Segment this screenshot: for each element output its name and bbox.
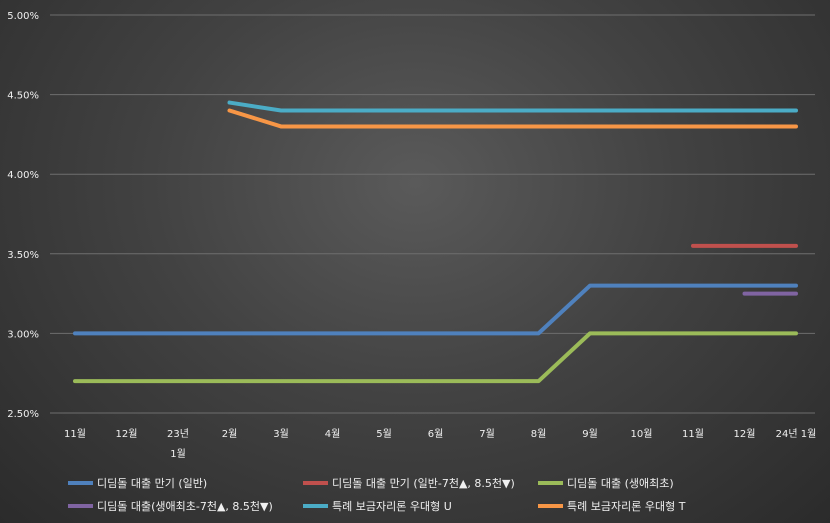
legend-label: 디딤돌 대출(생애최초-7천▲, 8.5천▼)	[97, 499, 273, 513]
x-tick-label: 11월	[682, 428, 704, 440]
x-tick-label: 6월	[428, 428, 444, 440]
series-line	[227, 100, 798, 113]
x-tick-label: 12월	[734, 428, 756, 440]
x-tick-label: 24년 1월	[776, 428, 817, 440]
y-tick-label: 2.50%	[7, 409, 39, 420]
y-axis-ticks: 2.50% 3.00% 3.50% 4.00% 4.50% 5.00%	[7, 11, 39, 420]
x-tick-label: 5월	[376, 428, 392, 440]
x-tick-label: 3월	[273, 428, 289, 440]
x-tick-label: 1월	[170, 448, 186, 460]
x-tick-label: 8월	[531, 428, 547, 440]
x-tick-label: 12월	[116, 428, 138, 440]
series-line	[227, 108, 798, 129]
y-tick-label: 4.50%	[7, 91, 39, 102]
x-axis-ticks: 11월 12월 23년 1월 2월 3월 4월 5월 6월 7월 8월 9월 10월 11월 12월 24년 …	[64, 428, 816, 460]
series-line	[73, 331, 798, 384]
legend-label: 디딤돌 대출 만기 (일반)	[97, 476, 207, 490]
x-tick-label: 23년	[167, 428, 189, 440]
x-tick-label: 9월	[582, 428, 598, 440]
x-tick-label: 2월	[222, 428, 238, 440]
x-tick-label: 11월	[64, 428, 86, 440]
y-tick-label: 3.50%	[7, 250, 39, 261]
x-tick-label: 10월	[631, 428, 653, 440]
y-tick-label: 4.00%	[7, 170, 39, 181]
y-tick-label: 3.00%	[7, 329, 39, 340]
plot-series	[73, 100, 798, 384]
legend-label: 디딤돌 대출 (생애최초)	[567, 477, 674, 490]
legend-label: 특례 보금자리론 우대형 U	[332, 500, 452, 513]
x-tick-label: 4월	[325, 428, 341, 440]
legend: 디딤돌 대출 만기 (일반) 디딤돌 대출 만기 (일반-7천▲, 8.5천▼) 디…	[68, 476, 686, 513]
series-line	[73, 283, 798, 336]
grid-lines	[50, 14, 815, 414]
legend-label: 디딤돌 대출 만기 (일반-7천▲, 8.5천▼)	[332, 476, 515, 490]
x-tick-label: 7월	[479, 428, 495, 440]
legend-label: 특례 보금자리론 우대형 T	[567, 500, 686, 513]
y-tick-label: 5.00%	[7, 11, 39, 22]
